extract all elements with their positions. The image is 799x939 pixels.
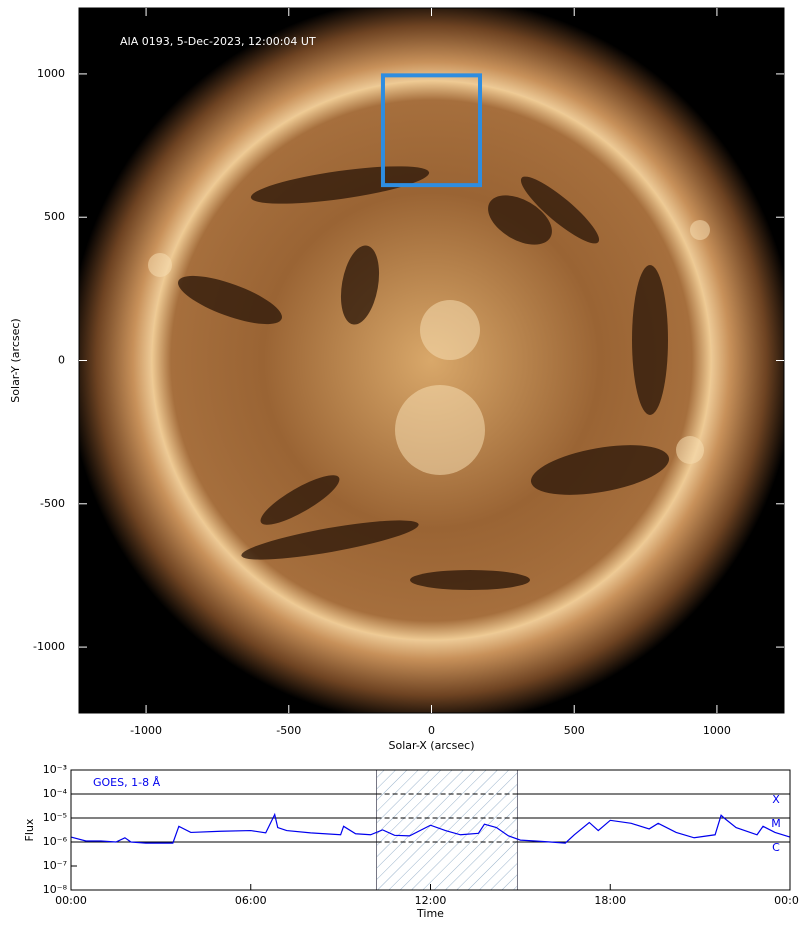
x-tick-label: 00:00 <box>774 894 799 907</box>
class-label: C <box>772 841 780 854</box>
active-region <box>148 253 172 277</box>
coronal-hole <box>410 570 530 590</box>
goes-panel: XMC00:0006:0012:0018:0000:0010⁻⁸10⁻⁷10⁻⁶… <box>23 763 799 920</box>
sun-image <box>79 8 784 713</box>
region-box <box>380 73 483 188</box>
coronal-hole <box>340 245 380 325</box>
flux-line <box>70 812 791 844</box>
x-axis-label: Solar-X (arcsec) <box>389 739 475 752</box>
y-tick-label: 10⁻⁴ <box>43 787 68 800</box>
y-tick-label: 1000 <box>37 67 65 80</box>
coronal-hole <box>530 445 670 495</box>
active-region <box>676 436 704 464</box>
annotation: GOES, 1-8 Å <box>93 776 161 789</box>
highlight-region <box>376 769 518 891</box>
x-tick-label: -500 <box>276 724 301 737</box>
x-tick-label: 06:00 <box>235 894 267 907</box>
y-tick-label: 10⁻³ <box>43 763 67 776</box>
active-region <box>395 385 485 475</box>
solar-disk <box>151 80 712 641</box>
active-region <box>420 300 480 360</box>
y-tick-label: 500 <box>44 210 65 223</box>
y-tick-label: 10⁻⁶ <box>43 835 68 848</box>
class-label: X <box>772 793 780 806</box>
coronal-hole <box>178 275 282 325</box>
solar-image-panel: AIA 0193, 5-Dec-2023, 12:00:04 UT -1000 -5… <box>9 7 785 752</box>
y-tick-label: 0 <box>58 354 65 367</box>
coronal-hole <box>241 520 419 560</box>
coronal-hole <box>520 176 600 244</box>
x-tick-label: 00:00 <box>55 894 87 907</box>
active-region <box>690 220 710 240</box>
x-axis-label: Time <box>416 907 444 920</box>
coronal-hole <box>632 265 668 415</box>
y-tick-label: 10⁻⁵ <box>43 811 67 824</box>
coronal-hole <box>488 195 552 245</box>
y-tick-label: -500 <box>40 497 65 510</box>
y-axis-label: Flux <box>23 818 36 841</box>
y-tick-label: -1000 <box>33 640 65 653</box>
x-tick-label: 0 <box>428 724 435 737</box>
x-tick-label: 500 <box>564 724 585 737</box>
annotation: AIA 0193, 5-Dec-2023, 12:00:04 UT <box>120 35 316 48</box>
x-tick-label: 1000 <box>703 724 731 737</box>
y-axis-label: Solar-Y (arcsec) <box>9 318 22 402</box>
x-tick-label: 18:00 <box>594 894 626 907</box>
coronal-hole <box>260 475 340 525</box>
y-tick-label: 10⁻⁸ <box>43 883 68 896</box>
x-tick-label: -1000 <box>130 724 162 737</box>
class-label: M <box>771 817 781 830</box>
x-tick-label: 12:00 <box>415 894 447 907</box>
y-tick-label: 10⁻⁷ <box>43 859 67 872</box>
